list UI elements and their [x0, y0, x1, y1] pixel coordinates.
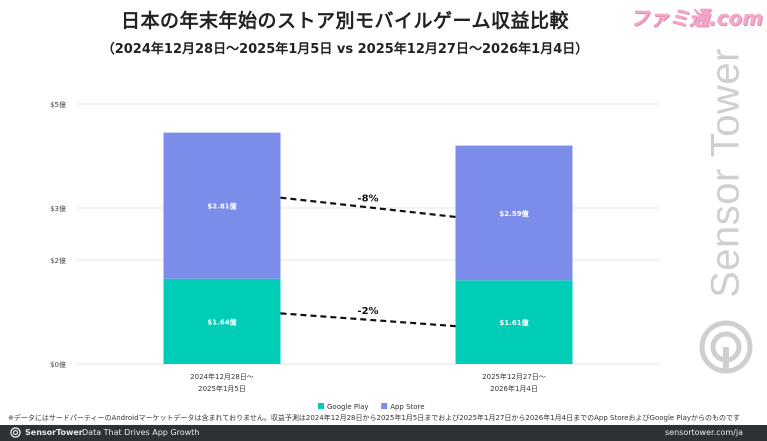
sensor-tower-watermark: Sensor Tower: [691, 48, 761, 388]
x-tick-label: 2025年1月5日: [198, 384, 246, 393]
annotations: -8% -2%: [280, 193, 456, 328]
legend-swatch: [318, 403, 324, 409]
x-tick-label: 2024年12月28日～: [190, 372, 254, 381]
chart-subtitle: （2024年12月28日～2025年1月5日 vs 2025年12月27日～20…: [101, 42, 589, 57]
y-tick-label: $3億: [50, 204, 66, 213]
axes: $0億 $2億 $3億 $5億 2024年12月28日～ 2025年1月5日 2025年12…: [50, 100, 546, 393]
y-tick-label: $0億: [50, 360, 66, 369]
bar-app-store: [163, 132, 281, 279]
bar-google-play: [455, 280, 573, 364]
footer-tagline: Data That Drives App Growth: [82, 428, 200, 437]
sensor-tower-logo-icon: [699, 320, 753, 374]
legend: Google Play App Store: [318, 403, 425, 411]
footer-url[interactable]: sensortower.com/ja: [664, 428, 743, 437]
y-tick-label: $5億: [50, 100, 66, 109]
legend-label: App Store: [390, 403, 424, 411]
legend-swatch: [381, 403, 388, 409]
change-label: -8%: [357, 193, 378, 204]
footer-bar: SensorTower Data That Drives App Growth …: [0, 425, 767, 441]
watermark-text: Sensor Tower: [703, 48, 748, 298]
chart-title: 日本の年末年始のストア別モバイルゲーム収益比較: [121, 10, 569, 32]
bars: $1.64億 $2.81億 $1.61億 $2.59億: [163, 132, 573, 364]
change-label: -2%: [357, 306, 378, 317]
x-tick-label: 2026年1月4日: [490, 384, 538, 393]
x-tick-label: 2025年12月27日～: [482, 372, 546, 381]
famitsu-logo: ファミ通.com: [628, 6, 763, 30]
footer-brand-name: SensorTower: [25, 428, 83, 437]
bar-google-play: [163, 278, 281, 364]
data-label: $2.59億: [499, 209, 528, 218]
legend-label: Google Play: [327, 403, 369, 411]
bar-app-store: [455, 145, 573, 281]
data-label: $2.81億: [207, 202, 236, 211]
footer-brand: SensorTower: [10, 427, 83, 438]
footnote: ※データにはサードパーティーのAndroidマーケットデータは含まれておりません…: [8, 414, 741, 422]
data-label: $1.61億: [499, 318, 528, 327]
y-tick-label: $2億: [50, 256, 66, 265]
sensor-tower-icon: [10, 427, 21, 438]
data-label: $1.64億: [207, 317, 236, 326]
